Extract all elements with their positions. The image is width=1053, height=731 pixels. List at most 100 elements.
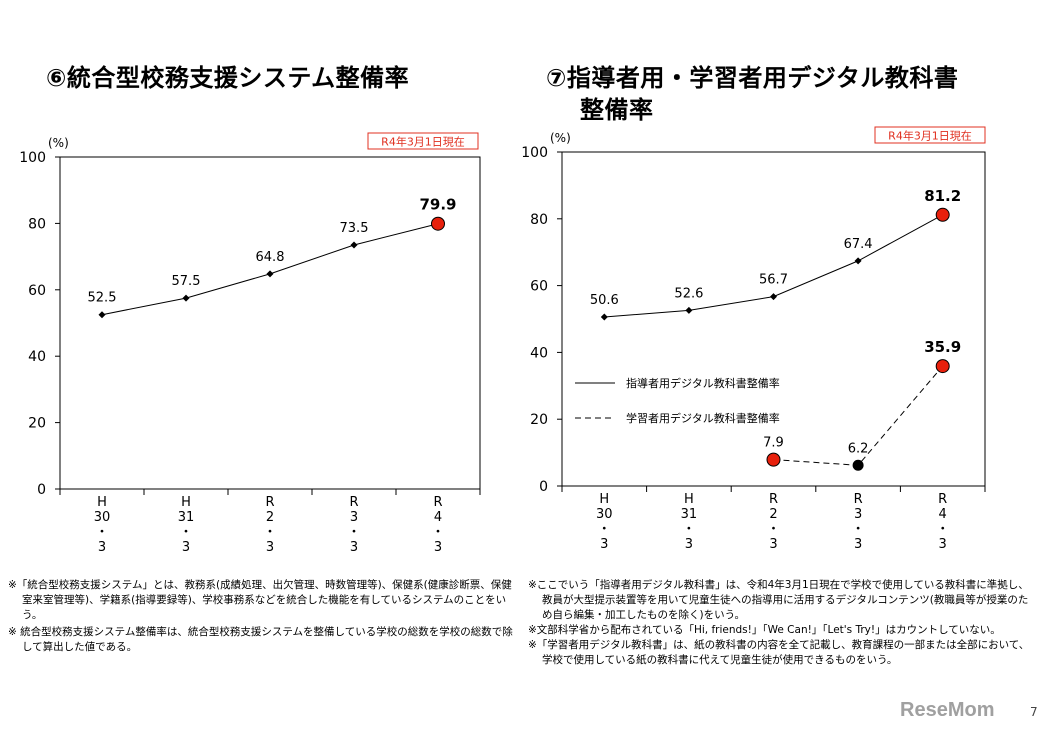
- x-tick-label: 3: [600, 537, 608, 552]
- highlight-point: [766, 452, 781, 467]
- data-point: [182, 294, 190, 302]
- x-tick-label: 31: [681, 507, 698, 522]
- x-tick-label: ・: [936, 522, 949, 537]
- y-tick-label: 0: [37, 482, 46, 498]
- legend-label: 学習者用デジタル教科書整備率: [626, 411, 780, 425]
- x-tick-label: 3: [350, 540, 358, 555]
- data-label: 79.9: [419, 196, 456, 214]
- x-tick-label: 3: [98, 540, 106, 555]
- series-line: [604, 214, 943, 318]
- y-tick-label: 80: [530, 212, 548, 228]
- data-point: [600, 313, 608, 321]
- notes-right: ※ここでいう「指導者用デジタル教科書」は、令和4年3月1日現在で学校で使用してい…: [528, 578, 1033, 668]
- plot-frame: [561, 151, 986, 487]
- right-chart-title-line2: 整備率: [580, 96, 654, 124]
- note-left-2: ※ 統合型校務支援システム整備率は、統合型校務支援システムを整備している学校の総…: [8, 626, 513, 653]
- y-tick-label: 80: [28, 216, 46, 232]
- x-tick-label: R: [938, 492, 947, 507]
- x-tick-label: ・: [95, 525, 108, 540]
- data-label: 35.9: [924, 338, 961, 356]
- x-tick-label: ・: [347, 525, 360, 540]
- x-tick-label: R: [433, 495, 442, 510]
- highlight-point: [935, 207, 950, 222]
- y-tick-label: 0: [539, 479, 548, 495]
- x-tick-label: 3: [854, 507, 862, 522]
- data-point: [266, 270, 274, 278]
- y-unit-label: (%): [550, 131, 571, 145]
- note-right-3: ※「学習者用デジタル教科書」は、紙の教科書の内容を全て記載し、教育課程の一部また…: [528, 639, 1030, 666]
- x-tick-label: R: [769, 492, 778, 507]
- data-point: [685, 306, 693, 314]
- highlight-point: [935, 359, 950, 374]
- x-tick-label: 3: [854, 537, 862, 552]
- plot-frame: [59, 156, 481, 490]
- highlight-point: [431, 216, 445, 231]
- x-tick-label: 3: [685, 537, 693, 552]
- y-tick-label: 100: [19, 150, 46, 166]
- left-chart-title: ⑥統合型校務支援システム整備率: [46, 64, 410, 92]
- y-tick-label: 40: [530, 345, 548, 361]
- date-badge: [874, 126, 986, 144]
- x-tick-label: R: [265, 495, 274, 510]
- data-point: [98, 311, 106, 319]
- x-tick-label: H: [181, 495, 191, 510]
- right-chart-title-line1: ⑦指導者用・学習者用デジタル教科書: [546, 64, 959, 92]
- data-label: 52.5: [88, 291, 117, 306]
- x-tick-label: ・: [598, 522, 611, 537]
- x-tick-label: ・: [431, 525, 444, 540]
- x-tick-label: 3: [266, 540, 274, 555]
- y-tick-label: 60: [28, 283, 46, 299]
- note-left-1: ※「統合型校務支援システム」とは、教務系(成績処理、出欠管理、時数管理等)、保健…: [8, 579, 512, 621]
- x-tick-label: 3: [769, 537, 777, 552]
- x-tick-label: ・: [179, 525, 192, 540]
- x-tick-label: ・: [767, 522, 780, 537]
- y-tick-label: 60: [530, 279, 548, 295]
- date-badge: [367, 132, 479, 150]
- x-tick-label: H: [684, 492, 694, 507]
- data-label: 67.4: [844, 237, 873, 252]
- data-label: 7.9: [763, 436, 784, 451]
- legend-label: 指導者用デジタル教科書整備率: [626, 376, 780, 390]
- x-tick-label: 2: [769, 507, 777, 522]
- data-label: 57.5: [172, 274, 201, 289]
- x-tick-label: 30: [94, 510, 111, 525]
- data-label: 56.7: [759, 273, 788, 288]
- x-tick-label: 3: [939, 537, 947, 552]
- x-tick-label: ・: [263, 525, 276, 540]
- x-tick-label: 30: [596, 507, 613, 522]
- resemom-watermark-logo: ReseMom: [900, 699, 995, 721]
- page-number: 7: [1030, 705, 1038, 719]
- data-label: 81.2: [924, 187, 961, 205]
- x-tick-label: 31: [178, 510, 195, 525]
- x-tick-label: 4: [939, 507, 947, 522]
- data-label: 64.8: [256, 250, 285, 265]
- data-point: [350, 241, 358, 249]
- x-tick-label: R: [349, 495, 358, 510]
- x-tick-label: ・: [682, 522, 695, 537]
- x-tick-label: R: [854, 492, 863, 507]
- y-tick-label: 100: [521, 145, 548, 161]
- x-tick-label: 3: [350, 510, 358, 525]
- data-label: 73.5: [340, 221, 369, 236]
- x-tick-label: ・: [852, 522, 865, 537]
- x-tick-label: 4: [434, 510, 442, 525]
- date-badge-text: R4年3月1日現在: [381, 135, 465, 149]
- note-right-2: ※文部科学省から配布されている「Hi, friends!」「We Can!」「L…: [528, 624, 1001, 636]
- y-tick-label: 20: [530, 412, 548, 428]
- data-point: [770, 293, 777, 301]
- y-unit-label: (%): [48, 136, 69, 150]
- x-tick-label: H: [599, 492, 609, 507]
- data-point: [854, 257, 862, 265]
- data-label: 6.2: [848, 441, 869, 456]
- notes-left: ※「統合型校務支援システム」とは、教務系(成績処理、出欠管理、時数管理等)、保健…: [8, 578, 518, 655]
- note-right-1: ※ここでいう「指導者用デジタル教科書」は、令和4年3月1日現在で学校で使用してい…: [528, 579, 1029, 621]
- x-tick-label: 2: [266, 510, 274, 525]
- y-tick-label: 20: [28, 416, 46, 432]
- data-label: 52.6: [674, 286, 703, 301]
- series-line: [101, 223, 439, 316]
- date-badge-text: R4年3月1日現在: [888, 129, 972, 143]
- data-point: [852, 459, 864, 471]
- y-tick-label: 40: [28, 349, 46, 365]
- x-tick-label: 3: [434, 540, 442, 555]
